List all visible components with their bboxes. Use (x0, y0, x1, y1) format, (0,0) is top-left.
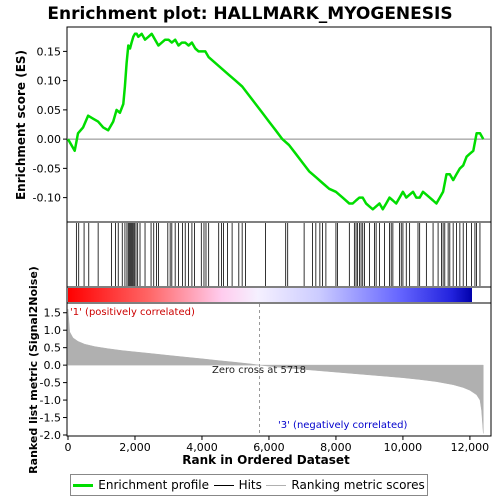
xtick-label: 12,000 (451, 441, 490, 454)
es-ytick-label: 0.00 (37, 133, 62, 146)
xtick-label: 6,000 (253, 441, 285, 454)
positive-correlation-label: '1' (positively correlated) (70, 307, 195, 318)
es-ytick-label: -0.05 (33, 162, 61, 175)
rank-ytick-label: 1.0 (44, 324, 62, 337)
rank-ytick-label: 0.5 (44, 342, 62, 355)
zero-cross-label: Zero cross at 5718 (212, 365, 306, 376)
enrichment-profile-line (66, 32, 485, 211)
hits-layer (75, 223, 481, 286)
xtick-label: 8,000 (320, 441, 352, 454)
ranking-metric-area (67, 309, 484, 434)
legend-label-hits: Hits (238, 478, 262, 492)
legend: Enrichment profile Hits Ranking metric s… (70, 474, 428, 496)
legend-swatch-enrichment (73, 483, 94, 487)
rank-series-layer (67, 304, 484, 435)
legend-swatch-ranking (266, 484, 287, 486)
legend-item-enrichment: Enrichment profile (73, 478, 209, 492)
rank-ytick-label: 1.5 (44, 307, 62, 320)
xtick-label: 2,000 (119, 441, 151, 454)
es-ylabel: Enrichment score (ES) (14, 50, 28, 200)
xtick-label: 0 (65, 441, 72, 454)
rank-ylabel: Ranked list metric (Signal2Noise) (27, 266, 40, 474)
es-ytick-label: 0.15 (37, 45, 62, 58)
es-panel (66, 26, 492, 223)
es-ytick-label: 0.10 (37, 75, 62, 88)
legend-swatch-hits (213, 484, 234, 486)
es-ytick-label: 0.05 (37, 104, 62, 117)
xtick-label: 10,000 (384, 441, 423, 454)
xtick-label: 4,000 (186, 441, 218, 454)
rank-y-axis: -2.0 -1.5 -1.0 -0.5 0.0 0.5 1.0 1.5 (40, 307, 67, 442)
chart-title: Enrichment plot: HALLMARK_MYOGENESIS (47, 4, 452, 24)
rank-ytick-label: -0.5 (40, 377, 61, 390)
legend-label-ranking: Ranking metric scores (291, 478, 425, 492)
es-ytick-label: -0.10 (33, 192, 61, 205)
legend-label-enrichment: Enrichment profile (98, 478, 210, 492)
x-axis: 0 2,000 4,000 6,000 8,000 10,000 12,000 (65, 436, 490, 454)
rank-ytick-label: -1.5 (40, 412, 61, 425)
rank-ytick-label: -1.0 (40, 394, 61, 407)
legend-item-hits: Hits (213, 478, 262, 492)
es-y-axis: -0.10 -0.05 0.00 0.05 0.10 0.15 (33, 45, 67, 205)
rank-ytick-label: -2.0 (40, 429, 61, 442)
rank-ytick-label: 0.0 (44, 359, 62, 372)
heatmap-gradient (68, 288, 472, 302)
legend-item-ranking: Ranking metric scores (266, 478, 425, 492)
x-axis-label: Rank in Ordered Dataset (182, 453, 350, 467)
es-series-layer (66, 32, 490, 211)
negative-correlation-label: '3' (negatively correlated) (278, 420, 407, 431)
